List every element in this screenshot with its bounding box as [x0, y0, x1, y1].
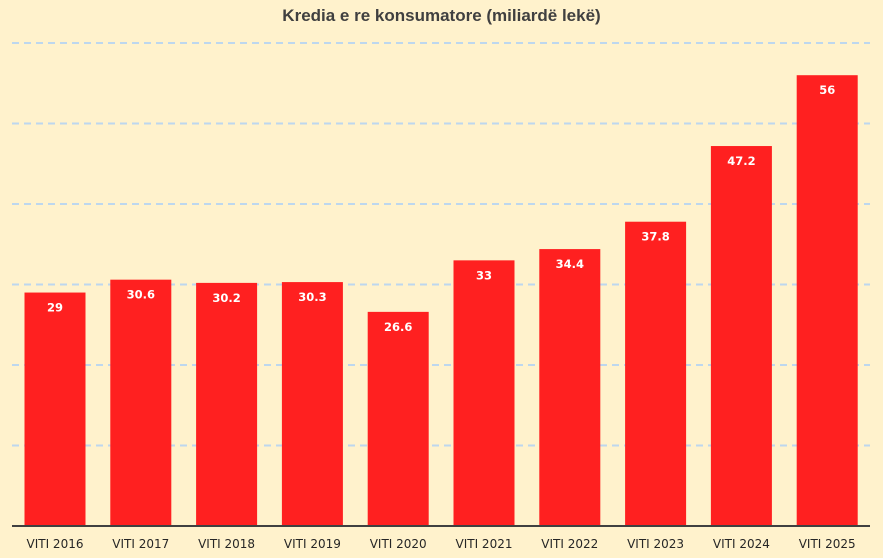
bar: [367, 311, 429, 526]
bars: [24, 75, 858, 527]
x-tick-label: VITI 2016: [27, 537, 84, 551]
bar: [110, 279, 172, 526]
bar-value-label: 37.8: [641, 230, 669, 244]
bar: [710, 146, 772, 527]
bar-value-label: 33: [476, 268, 492, 282]
x-tick-label: VITI 2021: [456, 537, 513, 551]
bar-value-label: 29: [47, 301, 63, 315]
chart-title: Kredia e re konsumatore (miliardë lekë): [282, 6, 601, 25]
x-tick-label: VITI 2020: [370, 537, 427, 551]
bar: [196, 282, 258, 526]
bar-value-label: 30.2: [212, 291, 240, 305]
bar-value-label: 26.6: [384, 320, 412, 334]
x-tick-label: VITI 2017: [112, 537, 169, 551]
bar-value-label: 34.4: [556, 257, 584, 271]
x-tick-label: VITI 2019: [284, 537, 341, 551]
x-tick-labels: VITI 2016 VITI 2017 VITI 2018 VITI 2019 VITI…: [27, 537, 856, 551]
bar: [453, 260, 515, 526]
bar: [281, 282, 343, 526]
bar-value-label: 47.2: [727, 154, 755, 168]
x-tick-label: VITI 2024: [713, 537, 770, 551]
bar-value-label: 30.3: [298, 290, 326, 304]
x-tick-label: VITI 2022: [541, 537, 598, 551]
bar: [796, 75, 858, 526]
x-tick-label: VITI 2025: [799, 537, 856, 551]
bar: [625, 221, 687, 526]
bar: [539, 249, 601, 526]
x-tick-label: VITI 2018: [198, 537, 255, 551]
x-tick-label: VITI 2023: [627, 537, 684, 551]
bar-value-label: 30.6: [127, 288, 155, 302]
bar: [24, 292, 86, 526]
bar-value-labels: 29 30.6 30.2 30.3 26.6 33 34.4 37.8 47.2 56: [47, 83, 835, 334]
bar-value-label: 56: [819, 83, 835, 97]
